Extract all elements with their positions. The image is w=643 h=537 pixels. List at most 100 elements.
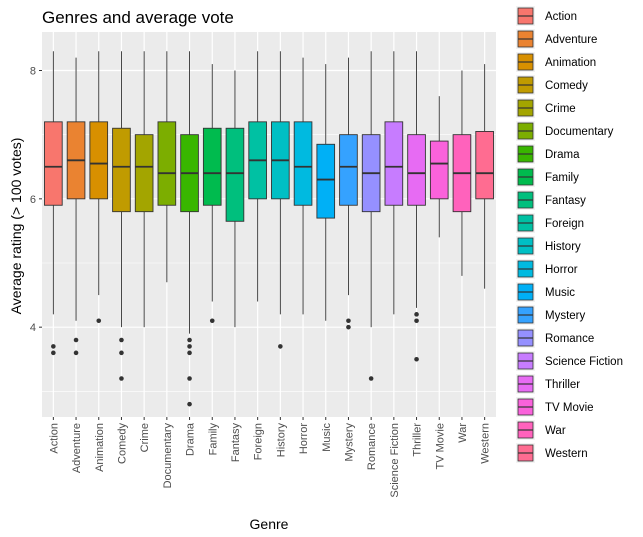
outlier-point (51, 344, 56, 349)
box-body (316, 143, 336, 219)
legend-label: Adventure (545, 34, 597, 46)
box-body (44, 121, 63, 206)
box-action (44, 51, 63, 356)
x-tick-label: Family (207, 423, 219, 456)
y-tick-label: 8 (30, 66, 36, 78)
outlier-point (119, 350, 124, 356)
box-horror (293, 57, 313, 315)
outlier-point (187, 337, 192, 343)
outlier-point (96, 318, 102, 324)
outlier-point (209, 318, 215, 324)
outlier-point (346, 318, 351, 324)
box-body (89, 121, 109, 200)
legend-label: Horror (545, 264, 578, 276)
box-body (225, 127, 245, 222)
box-body (339, 134, 358, 206)
legend-label: Thriller (545, 379, 580, 391)
outlier-point (187, 401, 192, 407)
box-western (475, 64, 494, 289)
box-body (134, 134, 154, 213)
legend-item: Animation (516, 52, 596, 72)
legend-item: Foreign (516, 213, 584, 233)
legend-label: Action (545, 11, 577, 23)
box-thriller (407, 51, 426, 362)
legend-label: Science Fiction (545, 356, 623, 368)
legend-item: Crime (516, 98, 576, 118)
x-tick-label: Thriller (412, 423, 424, 457)
outlier-point (278, 344, 283, 349)
legend-item: Family (516, 167, 579, 187)
x-tick-label: Foreign (253, 423, 265, 460)
legend-label: Romance (545, 333, 594, 345)
legend-item: Fantasy (516, 190, 586, 210)
legend-label: War (545, 425, 566, 437)
legend-label: Mystery (545, 310, 586, 322)
box-animation (89, 51, 109, 324)
outlier-point (414, 318, 419, 324)
legend-label: Comedy (545, 80, 588, 92)
legend-label: Foreign (545, 218, 584, 230)
x-tick-label: Adventure (71, 423, 83, 473)
outlier-point (119, 337, 124, 343)
outlier-point (368, 376, 374, 381)
outlier-point (73, 350, 79, 356)
legend-item: Thriller (516, 374, 580, 394)
x-axis-title: Genre (250, 516, 289, 532)
x-tick-label: History (275, 423, 287, 458)
legend-label: History (545, 241, 581, 253)
legend-label: Music (545, 287, 575, 299)
x-tick-label: Mystery (343, 423, 355, 462)
chart-title: Genres and average vote (42, 8, 234, 27)
legend-label: Fantasy (545, 195, 586, 207)
box-body (293, 121, 313, 206)
legend-item: Drama (516, 144, 580, 164)
box-crime (134, 51, 154, 328)
outlier-point (187, 350, 192, 356)
box-romance (361, 51, 381, 381)
outlier-point (414, 356, 419, 362)
legend-item: Western (516, 443, 588, 463)
x-tick-label: TV Movie (434, 423, 446, 469)
legend-item: Adventure (516, 29, 597, 49)
x-tick-label: War (457, 423, 469, 443)
y-tick-label: 4 (30, 322, 36, 334)
x-tick-label: Science Fiction (389, 423, 401, 498)
outlier-point (187, 376, 192, 381)
box-fantasy (225, 70, 245, 328)
y-tick-label: 6 (30, 194, 36, 206)
box-drama (180, 51, 199, 407)
x-tick-label: Action (48, 423, 60, 454)
legend-label: Western (545, 448, 588, 460)
x-tick-label: Animation (94, 423, 106, 472)
legend-label: Crime (545, 103, 576, 115)
legend-item: Romance (516, 328, 594, 348)
legend-item: Comedy (516, 75, 588, 95)
x-tick-label: Romance (366, 423, 378, 470)
y-axis-title: Average rating (> 100 votes) (8, 138, 24, 315)
outlier-point (187, 344, 192, 349)
legend-label: Animation (545, 57, 596, 69)
box-body (429, 140, 449, 200)
box-family (202, 64, 222, 324)
x-tick-label: Crime (139, 423, 151, 452)
legend-item: Science Fiction (516, 351, 623, 371)
box-science-fiction (384, 51, 404, 315)
plot-panel (42, 32, 496, 417)
legend-label: Family (545, 172, 579, 184)
x-tick-label: Documentary (162, 423, 174, 489)
outlier-point (346, 324, 351, 330)
x-tick-label: Western (480, 423, 492, 464)
box-tv-movie (429, 96, 449, 238)
box-comedy (112, 51, 131, 381)
legend-label: Drama (545, 149, 580, 161)
box-body (475, 131, 494, 200)
box-body (112, 127, 131, 213)
outlier-point (414, 312, 419, 317)
legend: Action Adventure Animation Comedy Crime Docum… (516, 6, 623, 463)
legend-item: Action (516, 6, 577, 26)
box-history (271, 51, 290, 349)
x-tick-label: Comedy (116, 423, 128, 464)
legend-item: TV Movie (516, 397, 594, 417)
box-mystery (339, 57, 358, 330)
